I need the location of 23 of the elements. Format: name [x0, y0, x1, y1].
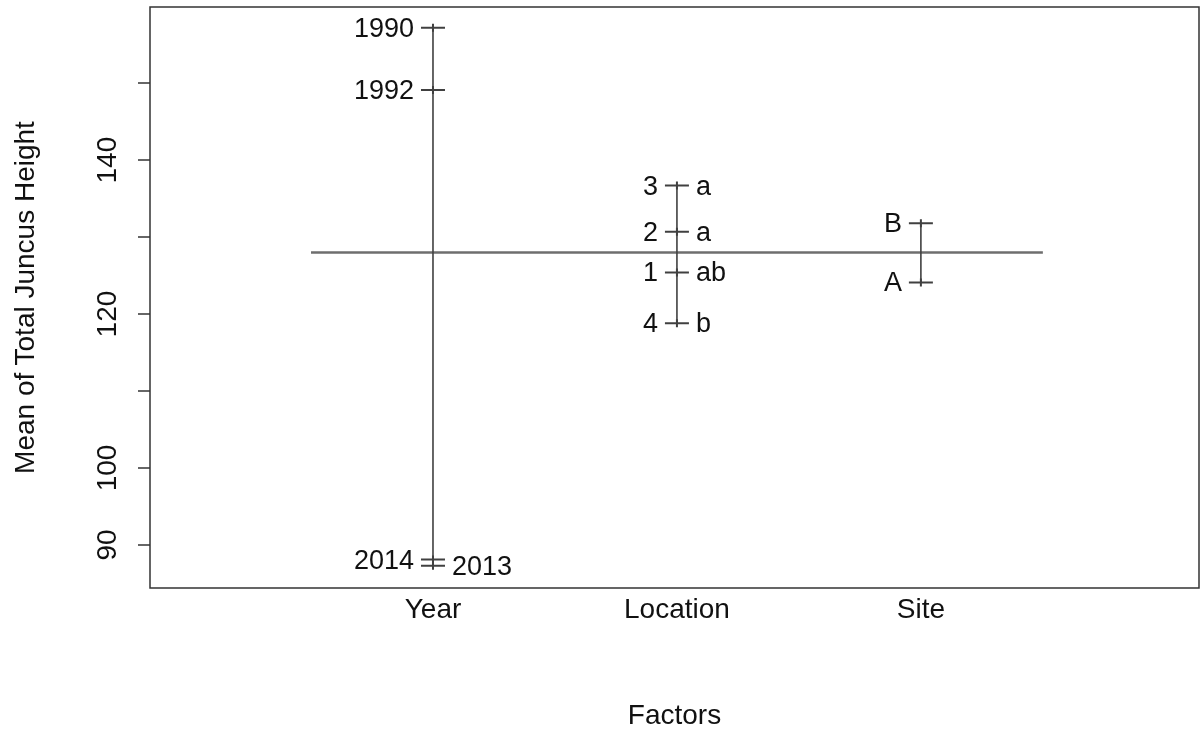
- y-axis-title: Mean of Total Juncus Height: [8, 120, 40, 474]
- y-tick-label: 100: [90, 444, 122, 492]
- annotation: a: [695, 216, 712, 247]
- y-tick-label: 120: [90, 290, 122, 338]
- annotation: A: [883, 267, 902, 298]
- x-tick-label: Site: [896, 592, 946, 624]
- annotation: 1: [642, 257, 658, 288]
- annotation: ab: [695, 257, 726, 288]
- x-tick-label: Location: [624, 592, 730, 624]
- annotation: 2: [642, 216, 658, 247]
- annotation: 2014: [353, 544, 414, 575]
- annotation: 1990: [353, 12, 414, 43]
- annotation: 1992: [353, 75, 414, 106]
- x-axis-title: Factors: [627, 698, 722, 730]
- y-tick-label: 90: [90, 529, 122, 561]
- annotation: b: [695, 308, 711, 339]
- annotation: 2013: [451, 550, 513, 581]
- annotation: a: [695, 170, 712, 201]
- annotation: B: [883, 208, 902, 239]
- annotation: 3: [642, 170, 658, 201]
- x-tick-label: Year: [404, 592, 462, 624]
- y-tick-label: 140: [90, 136, 122, 184]
- annotation: 4: [642, 308, 658, 339]
